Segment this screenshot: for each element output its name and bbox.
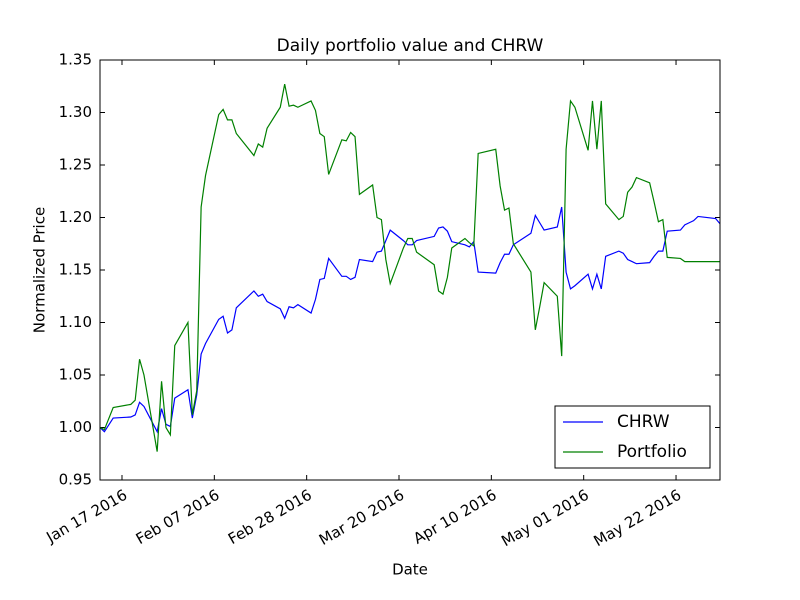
y-tick-label: 1.30 [59,103,92,121]
y-axis-label: Normalized Price [31,207,49,333]
y-tick-label: 1.35 [59,51,92,69]
line-series [100,206,720,434]
y-tick-label: 1.00 [59,418,92,436]
x-axis-label: Date [392,561,428,579]
y-tick-label: 0.95 [59,471,92,489]
legend-label: CHRW [617,412,670,432]
y-tick-label: 1.15 [59,261,92,279]
y-tick-label: 1.20 [59,208,92,226]
y-tick-label: 1.05 [59,366,92,384]
y-tick-label: 1.25 [59,156,92,174]
legend-label: Portfolio [617,442,687,462]
line-series [100,84,720,452]
plot-frame [99,59,721,481]
y-tick-label: 1.10 [59,313,92,331]
legend-box [554,405,711,469]
chart-title: Daily portfolio value and CHRW [277,36,544,56]
